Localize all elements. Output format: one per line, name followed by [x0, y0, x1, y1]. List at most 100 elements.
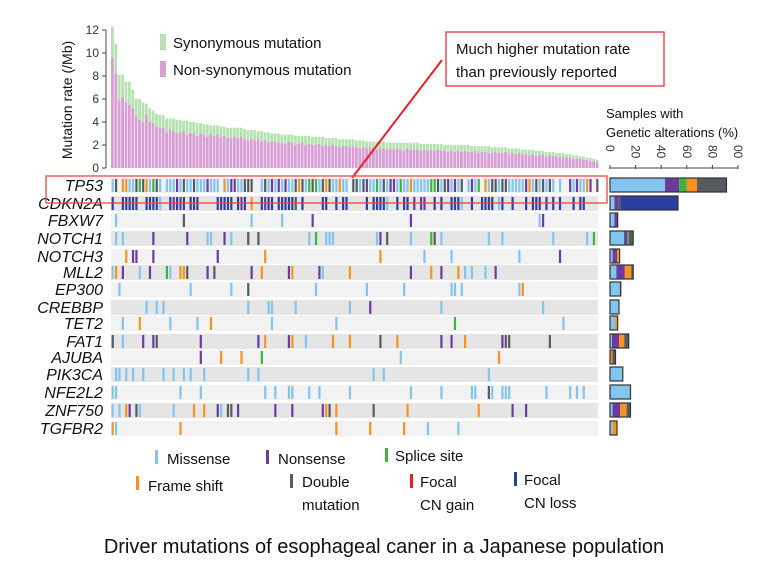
mutation-mark: [464, 266, 467, 279]
alteration-segment: [624, 231, 628, 245]
mutation-mark: [111, 266, 114, 279]
synonymous-bar: [582, 156, 585, 160]
mutation-mark: [545, 386, 548, 399]
synonymous-bar: [402, 142, 406, 151]
mutation-rate-chart: 0 2 4 6 8 10 12 Mutation rate (/Mb) Synonymous…: [59, 23, 599, 175]
mutation-mark: [230, 232, 233, 245]
gene-label: NOTCH1: [37, 231, 103, 248]
alteration-bar-mll2: [609, 264, 634, 280]
synonymous-bar: [297, 135, 301, 144]
mutation-mark: [138, 317, 141, 330]
alteration-bar-outline: [609, 195, 679, 211]
mutation-mark: [325, 404, 328, 417]
mutation-mark: [131, 250, 135, 263]
mutation-mark: [409, 266, 413, 279]
synonymous-bar: [439, 143, 443, 151]
alteration-segment: [610, 265, 617, 279]
mutation-mark: [111, 179, 114, 192]
non-synonymous-bar: [453, 151, 457, 168]
mutation-mark: [114, 232, 118, 245]
mutation-mark: [314, 232, 318, 245]
non-synonymous-bar: [348, 147, 352, 168]
mutation-mark: [491, 386, 494, 399]
legend-missense-swatch: [155, 450, 158, 464]
mutation-mark: [569, 179, 572, 192]
mutation-mark: [182, 368, 185, 381]
non-synonymous-bar: [399, 149, 402, 168]
mutation-mark: [247, 232, 250, 245]
mutation-mark: [477, 179, 480, 192]
legend-non-synonymous-swatch: [160, 61, 166, 77]
mutation-mark: [257, 368, 260, 381]
mutation-mark: [209, 179, 213, 192]
mutation-mark: [501, 335, 504, 348]
synonymous-bar: [321, 136, 324, 147]
gene-label: NFE2L2: [44, 385, 103, 402]
non-synonymous-bar: [477, 153, 480, 168]
row-band: [111, 249, 598, 264]
synonymous-bar: [358, 140, 362, 149]
mutation-mark: [152, 232, 155, 245]
synonymous-bar: [212, 125, 216, 136]
mutation-mark: [409, 179, 413, 192]
synonymous-bar: [510, 148, 514, 154]
synonymous-bar: [141, 102, 145, 122]
mutation-mark: [548, 335, 551, 348]
alteration-bar-crebbp: [609, 299, 620, 315]
alteration-segment: [697, 178, 727, 192]
alteration-segment: [628, 231, 634, 245]
non-synonymous-bar: [338, 147, 341, 168]
mutation-mark: [335, 404, 338, 417]
non-synonymous-bar: [561, 156, 565, 168]
mutation-mark: [267, 301, 270, 314]
synonymous-bar: [507, 148, 511, 155]
mutation-mark: [270, 317, 274, 330]
mutation-mark: [125, 404, 128, 417]
mutation-mark: [111, 386, 114, 399]
synonymous-bar: [192, 122, 196, 134]
non-synonymous-bar: [541, 154, 545, 168]
non-synonymous-bar: [233, 136, 236, 168]
mutation-mark: [518, 283, 521, 296]
mutation-mark: [464, 335, 467, 348]
non-synonymous-bar: [121, 96, 124, 168]
mutation-mark: [175, 179, 179, 192]
legend-cn-loss-1: Focal: [524, 472, 561, 489]
non-synonymous-bar: [578, 158, 582, 168]
synonymous-bar: [185, 120, 189, 135]
synonymous-bar: [134, 99, 138, 117]
mutation-mark: [250, 266, 253, 279]
alteration-bar-outline: [609, 420, 618, 436]
synonymous-bar: [300, 135, 304, 143]
mutation-mark: [155, 335, 158, 348]
mutation-mark: [118, 368, 121, 381]
alteration-segment: [610, 213, 615, 227]
alteration-segment: [610, 282, 620, 296]
alteration-bar-znf750: [609, 402, 632, 418]
mutation-mark: [474, 179, 477, 192]
mutation-mark: [152, 250, 155, 263]
non-synonymous-bar: [538, 155, 541, 168]
mutation-mark: [582, 386, 585, 399]
non-synonymous-bar: [483, 151, 487, 168]
mutation-mark: [297, 179, 301, 192]
non-synonymous-bar: [524, 154, 528, 168]
mutation-mark: [497, 351, 501, 364]
mutation-mark: [406, 179, 409, 192]
mutation-mark: [338, 179, 341, 192]
mutation-mark: [125, 179, 128, 192]
mutation-mark: [365, 283, 368, 296]
alteration-segment: [611, 334, 620, 348]
mutation-mark: [287, 179, 291, 192]
mutation-mark: [335, 317, 338, 330]
mutation-mark: [189, 368, 192, 381]
mutation-mark: [196, 179, 199, 192]
mutation-mark: [121, 335, 124, 348]
gene-row-tgfbr2: TGFBR2: [40, 421, 598, 438]
non-synonymous-bar: [375, 149, 379, 168]
synonymous-bar: [493, 147, 497, 152]
row-band: [111, 316, 598, 331]
mutation-mark: [240, 179, 243, 192]
non-synonymous-bar: [239, 136, 243, 168]
mutation-mark: [294, 301, 297, 314]
